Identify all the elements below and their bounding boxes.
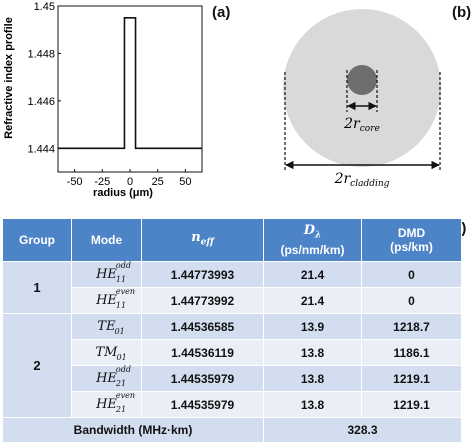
- header-group: Group: [2, 218, 72, 262]
- dispersion-cell: 21.4: [263, 261, 362, 288]
- cladding-label: 2rcladding: [334, 171, 390, 189]
- neff-cell: 1.44773992: [141, 287, 264, 314]
- neff-cell: 1.44536119: [141, 339, 264, 366]
- y-tick-label: 1.446: [27, 96, 55, 108]
- mode-cell: TE 01: [71, 313, 142, 340]
- table-header-row: Group Mode neff Dλ (ps/nm/km) DMD (ps/km): [2, 218, 462, 262]
- mode-table: Group Mode neff Dλ (ps/nm/km) DMD (ps/km) …: [2, 218, 462, 443]
- mode-cell: TM 01: [71, 339, 142, 366]
- y-tick-label: 1.45: [34, 1, 55, 13]
- table-row: 1 HE odd 11 1.44773993 21.4 0: [2, 261, 462, 314]
- index-profile-line: [58, 17, 202, 150]
- dmd-cell: 1219.1: [361, 365, 462, 392]
- y-tick-label: 1.448: [27, 48, 55, 60]
- x-tick-label: -50: [67, 176, 83, 188]
- dispersion-cell: 13.8: [263, 391, 362, 418]
- dispersion-cell: 13.9: [263, 313, 362, 340]
- mode-cell: HE even 21: [71, 391, 142, 418]
- mode-table-container: Group Mode neff Dλ (ps/nm/km) DMD (ps/km) …: [2, 218, 462, 443]
- x-tick-label: 25: [152, 176, 164, 188]
- dmd-cell: 1218.7: [361, 313, 462, 340]
- mode-symbol: HE even 11: [96, 287, 136, 310]
- panel-a-label: (a): [212, 4, 231, 21]
- mode-symbol: HE even 21: [96, 391, 136, 414]
- x-tick-label: 0: [127, 176, 133, 188]
- dispersion-cell: 13.8: [263, 339, 362, 366]
- dmd-cell: 0: [361, 261, 462, 288]
- table-row: HE even 21 1.44535979 13.8 1219.1: [3, 391, 462, 418]
- header-mode: Mode: [71, 218, 142, 262]
- x-tick-label: -25: [94, 176, 110, 188]
- fiber-cross-section-diagram: 2rcore 2rcladding: [283, 9, 441, 189]
- table-row: HE odd 21 1.44535979 13.8 1219.1: [3, 365, 462, 392]
- core-circle: [347, 65, 377, 95]
- dmd-cell: 1186.1: [361, 339, 462, 366]
- neff-cell: 1.44535979: [141, 391, 264, 418]
- mode-cell: HE odd 21: [71, 365, 142, 392]
- mode-symbol: HE odd 11: [96, 261, 131, 284]
- y-tick-label: 1.444: [27, 143, 55, 155]
- table-row: HE even 11 1.44773992 21.4 0: [3, 287, 462, 314]
- mode-cell: HE odd 11: [71, 261, 142, 288]
- plot-frame: [57, 5, 203, 173]
- neff-cell: 1.44536585: [141, 313, 264, 340]
- mode-symbol: HE odd 21: [96, 365, 131, 388]
- bandwidth-label: Bandwidth (MHz·km): [2, 417, 264, 443]
- core-label: 2rcore: [343, 116, 380, 134]
- bandwidth-row: Bandwidth (MHz·km) 328.3: [2, 417, 462, 443]
- dispersion-cell: 21.4: [263, 287, 362, 314]
- group-cell: 1: [2, 261, 72, 314]
- header-dmd: DMD (ps/km): [361, 218, 462, 262]
- group-cell: 2: [2, 313, 72, 418]
- dmd-cell: 1219.1: [361, 391, 462, 418]
- dmd-cell: 0: [361, 287, 462, 314]
- dispersion-cell: 13.8: [263, 365, 362, 392]
- header-dispersion: Dλ (ps/nm/km): [263, 218, 362, 262]
- index-profile-chart: Refractive index profile radius (μm) -50…: [3, 1, 203, 199]
- table-row: TM 01 1.44536119 13.8 1186.1: [3, 339, 462, 366]
- table-row: 2 TE 01 1.44536585 13.9 1218.7: [2, 313, 462, 418]
- y-axis-label: Refractive index profile: [3, 17, 15, 139]
- x-tick-label: 50: [179, 176, 191, 188]
- panel-b-label: (b): [452, 4, 472, 21]
- mode-symbol: TM 01: [95, 345, 127, 362]
- mode-symbol: TE 01: [97, 319, 125, 336]
- neff-cell: 1.44773993: [141, 261, 264, 288]
- mode-cell: HE even 11: [71, 287, 142, 314]
- x-axis-label: radius (μm): [93, 187, 153, 199]
- bandwidth-value: 328.3: [263, 417, 462, 443]
- neff-cell: 1.44535979: [141, 365, 264, 392]
- header-neff: neff: [141, 218, 264, 262]
